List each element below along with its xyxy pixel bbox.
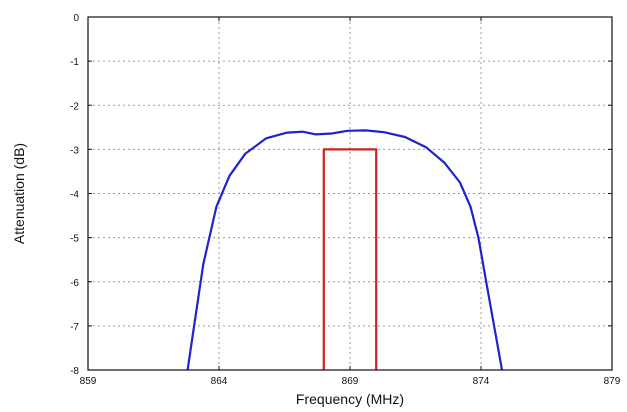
y-tick-label: -1 bbox=[70, 57, 79, 68]
y-axis-ticks: 0 -1 -2 -3 -4 -5 -6 -7 -8 bbox=[70, 13, 612, 377]
y-tick-label: -5 bbox=[70, 234, 79, 245]
x-tick-label: 859 bbox=[80, 376, 97, 387]
x-tick-label: 879 bbox=[604, 376, 621, 387]
y-tick-label: -3 bbox=[70, 145, 79, 156]
x-tick-label: 864 bbox=[211, 376, 228, 387]
plot-frame bbox=[87, 16, 613, 371]
y-tick-label: -8 bbox=[70, 366, 79, 377]
passband-mask-line bbox=[322, 148, 378, 370]
chart-grid bbox=[88, 17, 612, 370]
y-axis-label: Attenuation (dB) bbox=[11, 143, 27, 244]
y-tick-label: -6 bbox=[70, 278, 79, 289]
attenuation-curve bbox=[186, 129, 504, 371]
x-tick-label: 874 bbox=[473, 376, 490, 387]
y-tick-label: 0 bbox=[73, 13, 79, 24]
y-tick-label: -7 bbox=[70, 322, 79, 333]
y-tick-label: -4 bbox=[70, 190, 79, 201]
chart-series bbox=[186, 129, 504, 371]
x-axis-label: Frequency (MHz) bbox=[296, 391, 404, 407]
x-tick-label: 869 bbox=[342, 376, 359, 387]
y-tick-label: -2 bbox=[70, 101, 79, 112]
